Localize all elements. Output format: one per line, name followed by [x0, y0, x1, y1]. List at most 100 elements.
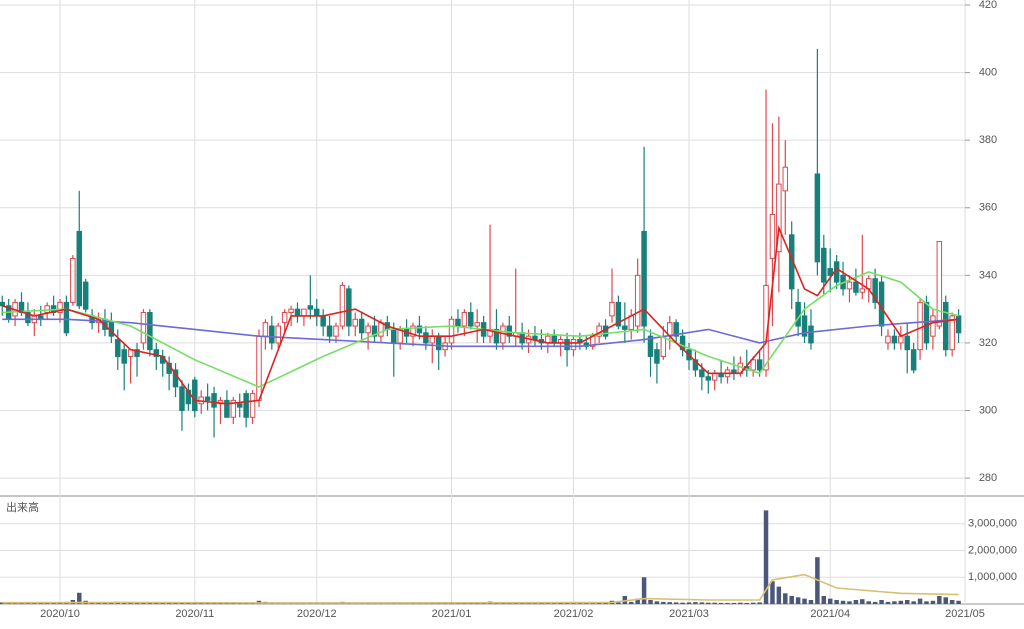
candle-body [397, 328, 403, 344]
volume-bar [783, 593, 788, 604]
volume-bar [770, 581, 775, 604]
candle-body [153, 349, 160, 357]
candle-body [564, 339, 570, 351]
candle-body [269, 325, 275, 344]
candle-body [262, 322, 269, 337]
volume-bar [789, 595, 794, 604]
candle-body [352, 318, 359, 327]
candle-body [57, 301, 63, 314]
volume-bar [539, 603, 544, 604]
candle-body [904, 335, 910, 351]
volume-bar [628, 601, 634, 604]
candle-body [224, 399, 230, 418]
candle-body [872, 278, 878, 303]
volume-bar [693, 602, 698, 604]
candle-body [313, 308, 320, 317]
candle-body [378, 322, 384, 337]
moving-average-line [1, 224, 959, 405]
volume-bar [834, 599, 839, 604]
candle-body [795, 301, 801, 327]
candle-body [942, 301, 949, 351]
volume-label: 出来高 [6, 500, 39, 514]
candle-body [448, 318, 455, 344]
candle-body [769, 214, 776, 259]
volume-bar [827, 598, 833, 604]
volume-bar [924, 601, 929, 604]
volume-bar [590, 603, 595, 604]
y-tick-label: 300 [979, 404, 997, 416]
candle-body [474, 322, 480, 327]
candle-body [782, 166, 789, 192]
candle-body [211, 393, 217, 408]
y-tick-label: 280 [979, 472, 997, 484]
volume-bar [872, 601, 878, 604]
volume-bar [860, 599, 865, 604]
volume-bar [32, 602, 37, 604]
moving-average-line [2, 573, 959, 604]
candle-body [647, 335, 654, 357]
candle-body [776, 183, 782, 253]
volume-bar [802, 598, 807, 604]
volume-bar [584, 603, 589, 604]
volume-bar [731, 602, 737, 604]
volume-bar [725, 602, 730, 604]
volume-bar [160, 602, 165, 604]
candle-body [955, 315, 962, 334]
candle-body [468, 312, 474, 327]
volume-bar [686, 602, 692, 604]
candle-body [179, 386, 185, 412]
candle-body [711, 372, 718, 381]
candle-body [673, 322, 679, 337]
volume-bar [648, 599, 653, 604]
volume-bar [776, 586, 782, 604]
candle-body [692, 359, 699, 371]
candle-body [923, 301, 930, 344]
candle-body [493, 328, 500, 344]
volume-bar [744, 602, 750, 604]
volume-bar [603, 602, 608, 604]
y-tick-label: 400 [979, 66, 997, 78]
volume-bar [808, 599, 814, 604]
candle-body [82, 281, 89, 310]
volume-bar [757, 602, 762, 604]
candle-body [628, 315, 634, 330]
candle-body [346, 288, 352, 327]
x-tick-label: 2021/05 [945, 608, 985, 620]
x-tick-label: 2021/01 [432, 608, 472, 620]
candle-body [256, 335, 262, 401]
candle-body [641, 230, 647, 327]
candle-body [429, 335, 436, 344]
volume-bar [937, 595, 942, 604]
volume-bar [596, 602, 602, 604]
candle-body [891, 335, 898, 344]
x-tick-label: 2021/03 [669, 608, 709, 620]
candle-body [622, 325, 628, 330]
candle-body [930, 315, 936, 337]
candle-body [910, 349, 917, 371]
candle-body [320, 315, 326, 327]
volume-bar [77, 592, 82, 604]
candle-body [660, 335, 667, 357]
candle-body [391, 328, 397, 344]
candle-body [70, 257, 76, 303]
candle-body [615, 301, 622, 327]
candle-body [44, 305, 50, 314]
moving-average-line [2, 318, 959, 348]
candle-body [455, 318, 461, 327]
volume-bar [102, 602, 108, 604]
candle-body [756, 359, 763, 371]
volume-bar [154, 602, 159, 604]
volume-bar [577, 603, 583, 604]
y-tick-label: 1,000,000 [968, 571, 1017, 583]
volume-bar [956, 600, 961, 604]
volume-bar [885, 601, 891, 604]
volume-bar [667, 602, 673, 604]
volume-bar [558, 602, 563, 604]
candle-body [115, 339, 121, 357]
volume-bar [892, 601, 897, 604]
volume-bar [879, 599, 884, 604]
volume-bar [699, 602, 705, 604]
candle-body [236, 403, 243, 408]
